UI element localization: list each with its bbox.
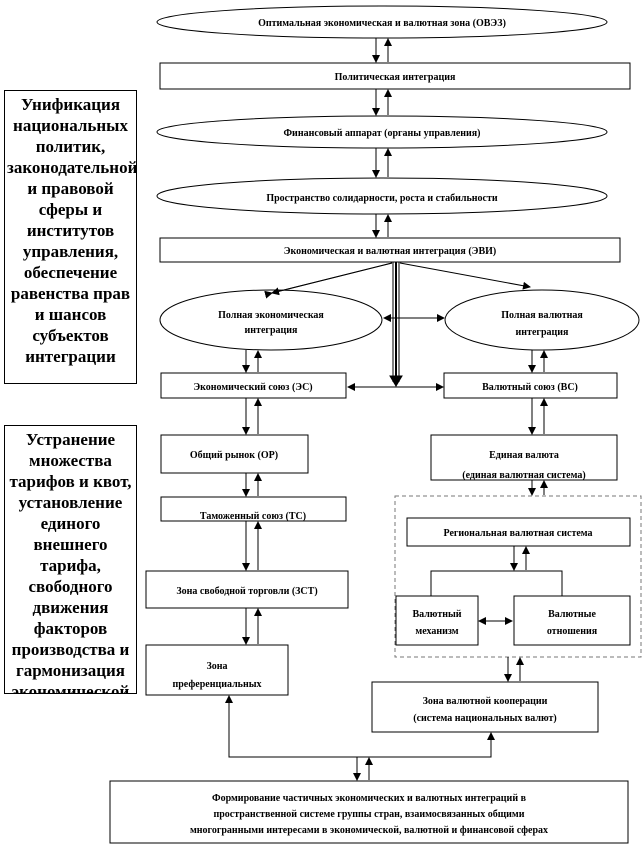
node-bottom [109,780,629,844]
label-curr-rel-2: отношения [547,626,598,637]
side-note-tariffs: Устранение множества тарифов и квот, уст… [4,425,137,694]
label-full-curr-1: Полная валютная [501,310,583,321]
label-curr-mech-2: механизм [415,626,458,637]
label-coop-2: (система национальных валют) [413,713,557,724]
label-single-currency-1: Единая валюта [489,450,559,461]
node-evi [159,237,621,263]
label-single-currency-2: (единая валютная система) [462,470,585,481]
node-econ-union [160,372,347,399]
label-customs-union: Таможенный союз (ТС) [200,511,306,522]
node-preferential [145,644,289,696]
node-political [159,62,631,90]
label-full-econ-2: интеграция [245,325,299,336]
label-curr-union: Валютный союз (ВС) [482,382,578,393]
label-coop-1: Зона валютной кооперации [423,696,548,707]
label-full-curr-2: интеграция [516,327,570,338]
node-financial [156,115,608,149]
label-curr-mech-1: Валютный [412,609,461,620]
label-common-market: Общий рынок (ОР) [190,450,278,461]
node-full-econ [159,289,383,351]
label-bottom-2: пространственной системе группы стран, в… [213,809,524,820]
node-space [156,177,608,215]
node-curr-cooperation [371,681,599,733]
connectors [225,38,563,781]
node-curr-mechanism [395,595,479,646]
label-evi: Экономическая и валютная интеграция (ЭВИ… [284,246,496,257]
label-bottom-1: Формирование частичных экономических и в… [212,793,527,804]
node-free-trade [145,570,349,609]
side-note-unification: Унификация национальных политик, законод… [4,90,137,384]
node-ovez [156,5,608,39]
label-ovez: Оптимальная экономическая и валютная зон… [258,18,506,29]
label-political: Политическая интеграция [335,72,456,83]
node-single-currency [430,434,618,481]
node-curr-union [443,372,618,399]
label-full-econ-1: Полная экономическая [218,310,324,321]
label-pref-1: Зона [206,661,227,672]
node-customs-union [160,496,347,522]
label-free-trade: Зона свободной торговли (ЗСТ) [176,586,317,597]
label-econ-union: Экономический союз (ЭС) [193,382,312,393]
label-regional-system: Региональная валютная система [443,528,592,539]
label-curr-rel-1: Валютные [548,609,596,620]
label-space: Пространство солидарности, роста и стаби… [266,193,498,204]
label-pref-2: преференциальных [172,679,261,690]
label-financial: Финансовый аппарат (органы управления) [283,128,480,139]
node-curr-relations [513,595,631,646]
node-regional-system [406,517,631,547]
label-bottom-3: многогранными интересами в экономической… [190,825,548,836]
node-common-market [160,434,309,474]
